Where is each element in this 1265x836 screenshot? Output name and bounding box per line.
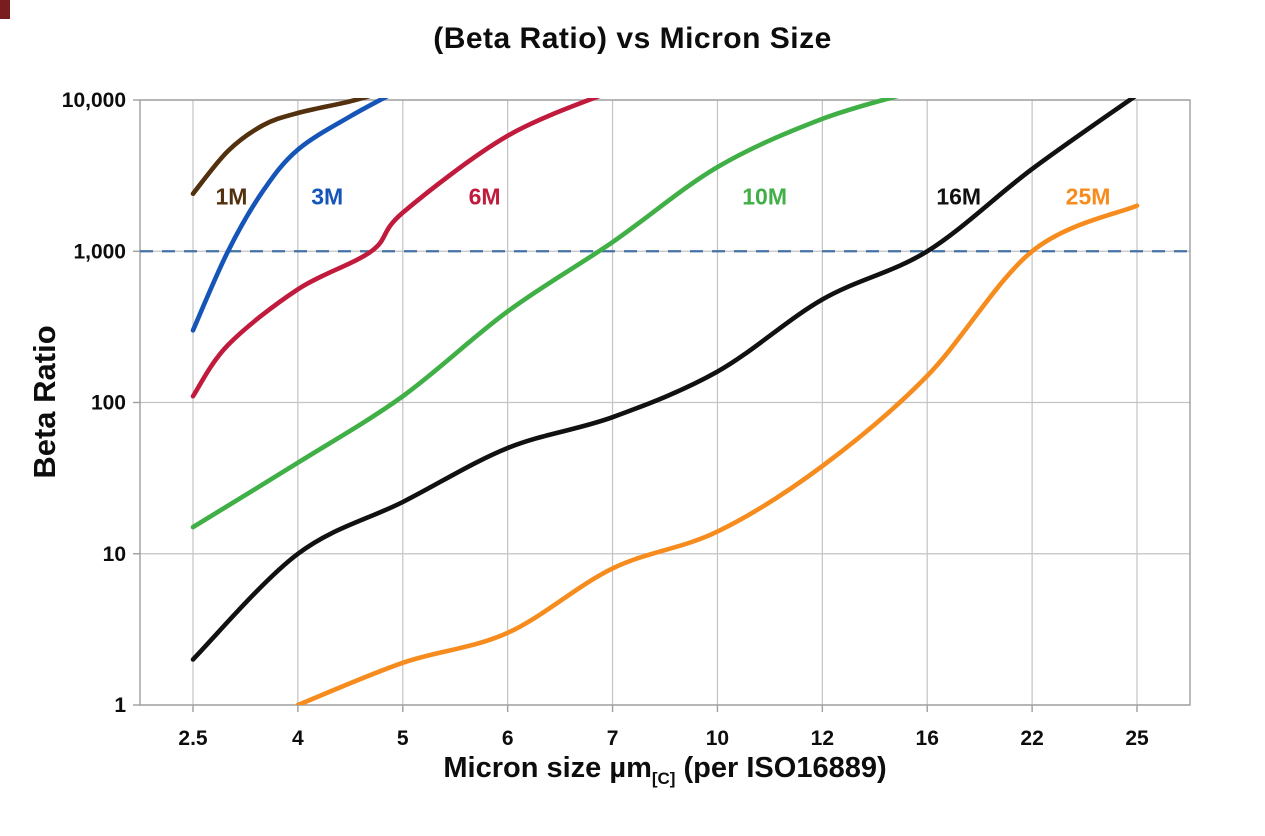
series-label-25M: 25M (1066, 184, 1111, 210)
x-axis-label-rest: (per ISO16889) (675, 752, 887, 784)
series-labels: 1M 3M 6M 10M 16M 25M (215, 184, 1110, 210)
x-tick-label-22: 22 (1020, 727, 1043, 750)
x-tick-label-4: 4 (292, 727, 304, 750)
x-tick-label-16: 16 (916, 727, 939, 750)
x-tick-label-7: 7 (607, 727, 619, 750)
x-axis-label: Micron size µm[C] (per ISO16889) (140, 752, 1190, 789)
series-line-3M (190, 98, 389, 333)
x-tick-label-25: 25 (1125, 727, 1149, 750)
series-line-1M (190, 98, 372, 197)
series-label-1M: 1M (215, 184, 247, 210)
x-tick-label-5: 5 (397, 727, 409, 750)
y-tick-label-10: 10 (103, 543, 126, 566)
x-tick-label-10: 10 (706, 727, 729, 750)
plot-grid (139, 99, 1191, 706)
series-label-3M: 3M (311, 184, 343, 210)
y-tick-label-10,000: 10,000 (62, 89, 126, 112)
x-axis-ticks: 2.5 4 5 6 7 10 12 16 22 25 (178, 705, 1149, 750)
y-tick-label-1: 1 (114, 694, 126, 717)
window-edge-artifact (0, 0, 10, 19)
x-tick-label-12: 12 (811, 727, 834, 750)
series-line-16M (190, 98, 1137, 662)
chart-title: (Beta Ratio) vs Micron Size (433, 22, 832, 55)
x-tick-label-2.5: 2.5 (178, 727, 208, 750)
y-tick-label-1,000: 1,000 (73, 240, 126, 263)
series-label-16M: 16M (936, 184, 981, 210)
x-tick-label-6: 6 (502, 727, 514, 750)
series-label-10M: 10M (742, 184, 787, 210)
x-axis-label-main: Micron size µm (443, 752, 652, 784)
x-axis-label-subscript: [C] (651, 769, 676, 788)
series-line-10M (190, 98, 900, 530)
y-axis-ticks: 1 10 100 1,000 10,000 (62, 89, 140, 717)
series-group (190, 98, 1140, 705)
series-label-6M: 6M (469, 184, 501, 210)
y-tick-label-100: 100 (91, 392, 126, 415)
series-line-6M (190, 98, 601, 399)
series-line-25M (295, 203, 1140, 705)
